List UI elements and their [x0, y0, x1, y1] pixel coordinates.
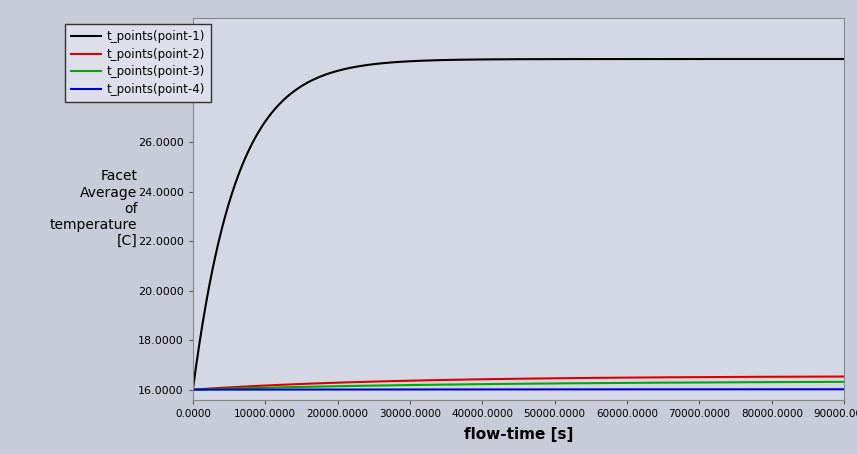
Line: t_points(point-1): t_points(point-1)	[193, 59, 844, 390]
t_points(point-4)	[188, 387, 198, 392]
Legend: t_points(point-1), t_points(point-2), t_points(point-3), t_points(point-4): t_points(point-1), t_points(point-2), t_…	[65, 24, 211, 102]
t_points(point-2)	[262, 383, 273, 388]
t_points(point-1)	[301, 81, 311, 86]
t_points(point-2)	[839, 374, 849, 379]
t_points(point-2)	[756, 374, 766, 380]
t_points(point-3)	[188, 387, 198, 392]
t_points(point-3)	[756, 380, 766, 385]
t_points(point-2)	[465, 377, 476, 382]
t_points(point-4)	[756, 386, 766, 392]
t_points(point-2)	[188, 387, 198, 392]
t_points(point-4)	[826, 386, 836, 392]
t_points(point-4)	[839, 386, 849, 392]
t_points(point-1)	[839, 56, 849, 62]
X-axis label: flow-time [s]: flow-time [s]	[464, 427, 573, 442]
t_points(point-3)	[301, 384, 311, 390]
Line: t_points(point-2): t_points(point-2)	[193, 376, 844, 390]
t_points(point-3)	[465, 381, 476, 387]
t_points(point-2)	[437, 377, 447, 383]
t_points(point-3)	[437, 382, 447, 387]
t_points(point-3)	[826, 379, 836, 385]
t_points(point-4)	[465, 387, 476, 392]
t_points(point-4)	[437, 387, 447, 392]
t_points(point-2)	[826, 374, 836, 379]
t_points(point-1)	[465, 57, 476, 62]
Y-axis label: Facet
Average
of
temperature
[C]: Facet Average of temperature [C]	[50, 169, 137, 248]
t_points(point-1)	[262, 116, 273, 122]
t_points(point-2)	[301, 381, 311, 386]
t_points(point-4)	[262, 387, 273, 392]
t_points(point-1)	[826, 56, 836, 62]
t_points(point-1)	[756, 56, 766, 62]
t_points(point-3)	[839, 379, 849, 385]
t_points(point-3)	[262, 385, 273, 390]
t_points(point-4)	[301, 387, 311, 392]
Line: t_points(point-3): t_points(point-3)	[193, 382, 844, 390]
t_points(point-1)	[437, 57, 447, 63]
t_points(point-1)	[188, 387, 198, 393]
